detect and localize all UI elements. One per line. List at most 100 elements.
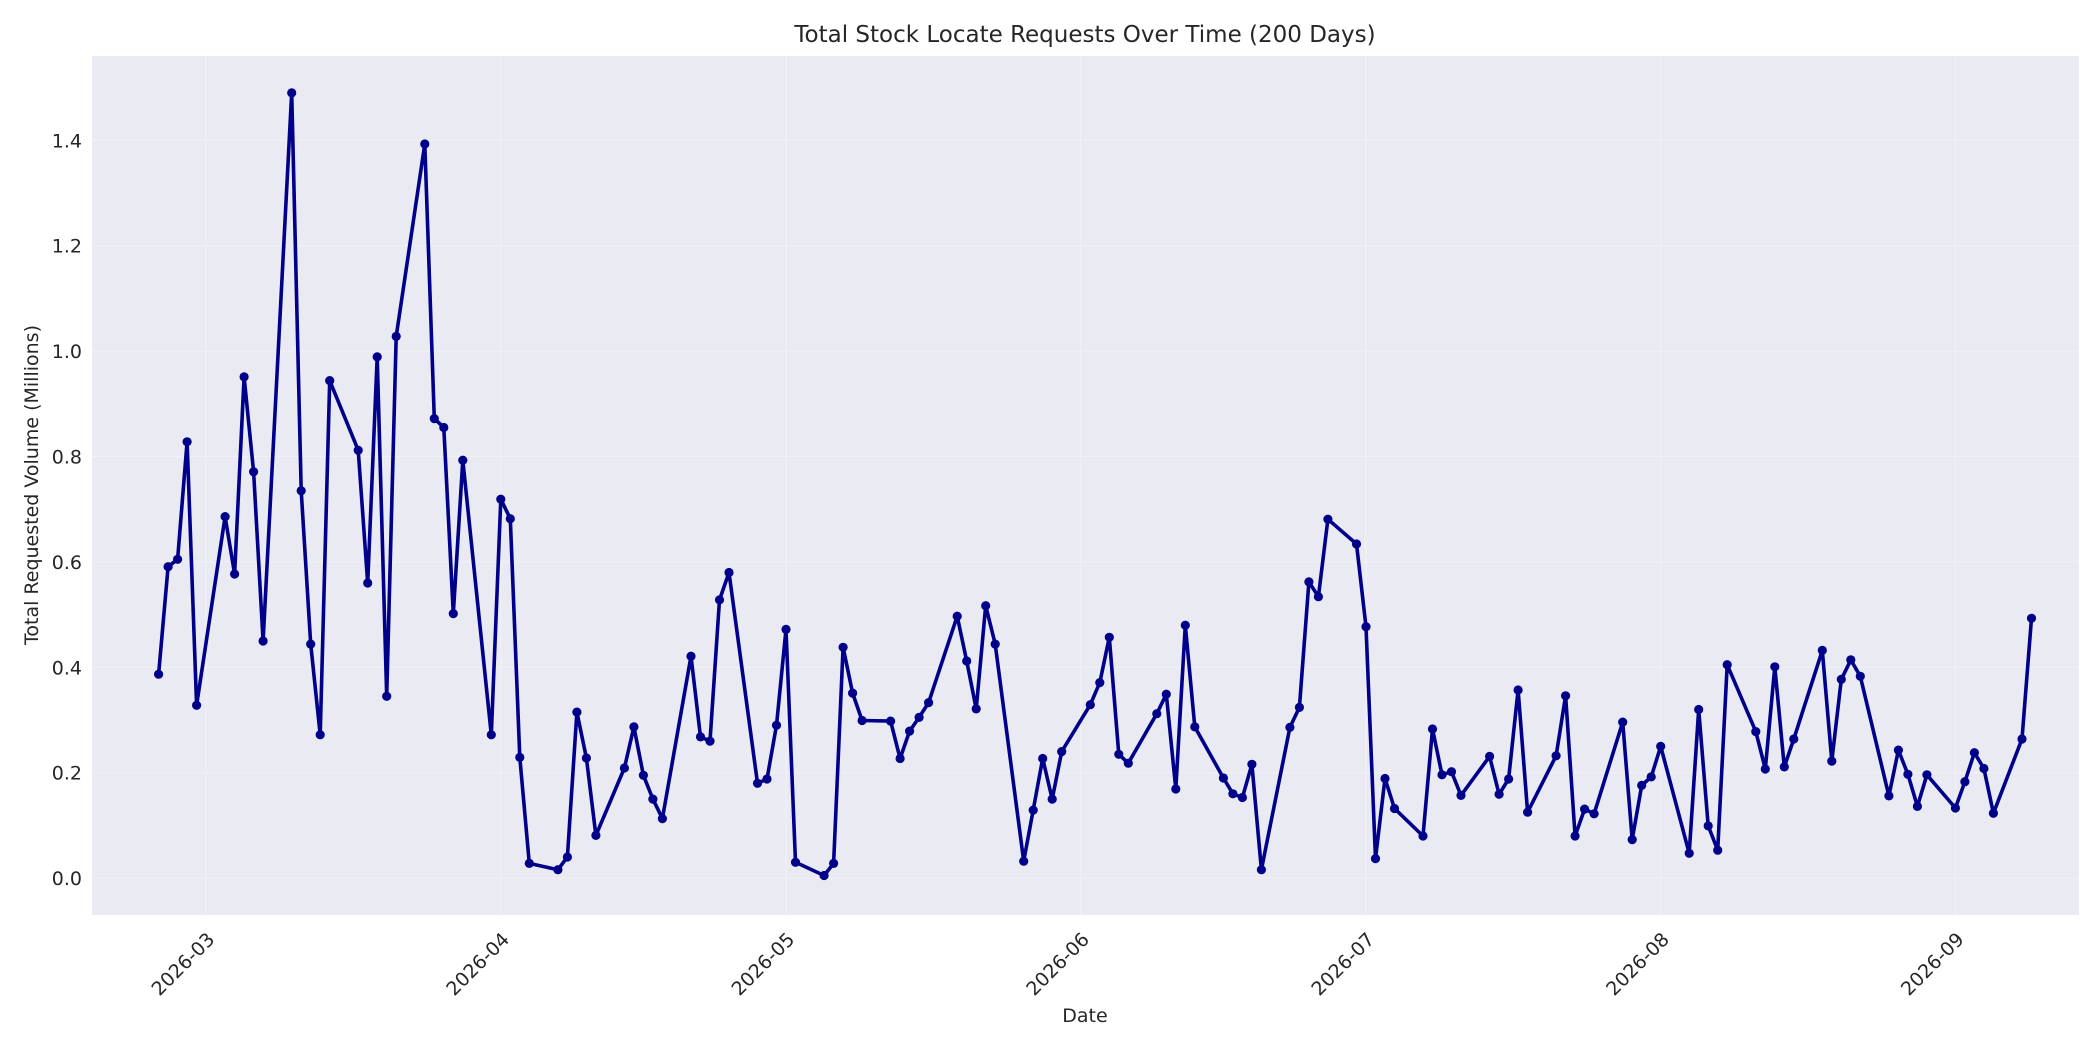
data-point [2017, 734, 2027, 744]
data-point [192, 700, 202, 710]
data-point [1114, 749, 1124, 759]
data-point [1418, 831, 1428, 841]
data-point [325, 376, 335, 386]
data-point [1085, 700, 1095, 710]
data-point [914, 712, 924, 723]
data-point [1019, 856, 1029, 866]
series-layer [154, 88, 2037, 881]
data-point [819, 870, 829, 881]
data-point [1912, 801, 1922, 812]
data-point [287, 88, 297, 98]
data-point [895, 753, 905, 764]
data-point [1247, 759, 1257, 769]
y-tick-label: 0.8 [52, 447, 82, 469]
data-point [220, 511, 230, 522]
data-point [581, 753, 592, 763]
data-point [1950, 803, 1960, 813]
data-point [1380, 773, 1390, 784]
data-point [1057, 747, 1067, 757]
data-point [1922, 770, 1932, 780]
data-point [562, 852, 573, 862]
data-point [848, 688, 858, 698]
y-tick-label: 0.4 [52, 657, 82, 679]
data-point [1218, 773, 1228, 783]
data-point [1722, 660, 1732, 670]
data-point [705, 736, 715, 746]
data-point [1960, 777, 1970, 787]
data-point [1770, 662, 1780, 672]
data-point [1561, 691, 1571, 701]
data-point [1646, 772, 1656, 782]
data-point [1446, 767, 1457, 777]
data-point [781, 624, 791, 635]
data-point [1190, 722, 1200, 732]
data-point [182, 437, 192, 447]
data-point [372, 352, 382, 362]
data-point [458, 455, 468, 465]
data-point [1294, 702, 1304, 713]
y-tick-label: 1.2 [52, 236, 82, 258]
data-point [1979, 763, 1989, 774]
data-point [1969, 748, 1979, 758]
data-point [1152, 709, 1162, 719]
data-point [353, 445, 363, 455]
data-point [163, 562, 173, 572]
data-point [1370, 854, 1381, 864]
data-point [1047, 794, 1057, 804]
data-point [1627, 835, 1637, 845]
data-point [1313, 592, 1323, 602]
data-point [448, 609, 458, 619]
data-point [258, 636, 268, 646]
data-point [382, 691, 392, 701]
data-point [629, 722, 639, 732]
data-point [1903, 769, 1913, 779]
data-point [572, 707, 582, 717]
y-tick-label: 0.2 [52, 763, 82, 785]
data-point [1713, 845, 1723, 855]
data-point [962, 656, 972, 666]
data-point [315, 730, 325, 740]
data-point [1551, 751, 1561, 761]
data-point [1751, 727, 1761, 737]
data-point [1703, 821, 1713, 831]
data-point [905, 726, 915, 736]
data-point [1504, 774, 1514, 784]
data-point [638, 770, 649, 780]
data-point [1789, 734, 1799, 744]
data-point [1570, 831, 1580, 841]
data-point [1694, 704, 1704, 715]
data-point [1437, 770, 1447, 780]
data-point [790, 857, 801, 867]
series-line [156, 91, 2034, 878]
data-point [249, 467, 259, 477]
data-point [1618, 717, 1628, 727]
data-point [1161, 689, 1171, 699]
data-point [1656, 741, 1666, 752]
data-point [1684, 848, 1694, 858]
data-point [173, 554, 183, 564]
data-point [695, 732, 706, 742]
data-point [752, 778, 763, 788]
data-point [762, 774, 772, 784]
data-point [505, 514, 515, 524]
data-point [420, 139, 430, 149]
data-point [1494, 789, 1504, 799]
data-point [686, 651, 696, 661]
data-point [1304, 577, 1314, 587]
data-point [1760, 764, 1770, 774]
data-point [838, 642, 848, 652]
data-point [657, 814, 668, 824]
data-point [515, 752, 525, 763]
data-point [429, 414, 439, 424]
data-point [1237, 792, 1247, 803]
y-tick-label: 0.0 [52, 868, 82, 890]
data-point [230, 569, 240, 579]
data-point [239, 372, 249, 382]
data-point [154, 669, 164, 679]
data-point [296, 486, 306, 496]
data-point [990, 639, 1000, 649]
data-point [1104, 632, 1114, 642]
plot-area [92, 56, 2079, 915]
data-point [1589, 809, 1599, 819]
